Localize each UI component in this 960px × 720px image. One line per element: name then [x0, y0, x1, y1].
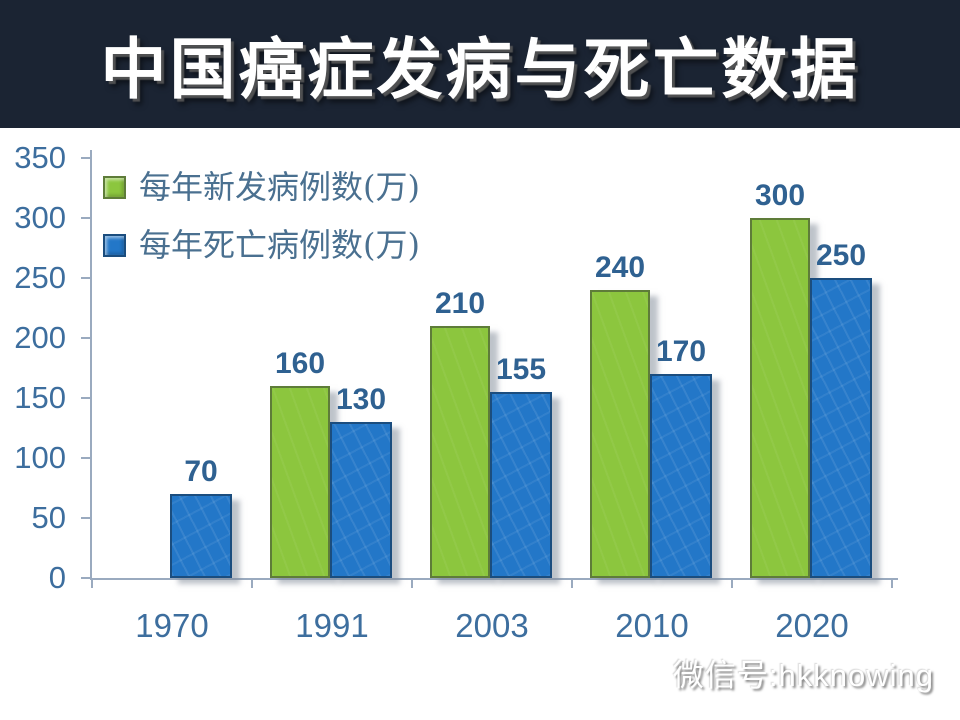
y-tick-label: 0	[48, 560, 66, 595]
bar-new-cases	[590, 290, 650, 578]
y-tick-label: 100	[14, 440, 66, 475]
bar-value-label: 300	[754, 179, 806, 212]
bar-chart: 0 50 100 150 200 250 300 350 1970 70 1991 160 130 200…	[0, 128, 960, 720]
title-band: 中国癌症发病与死亡数据	[0, 0, 960, 128]
x-tick	[571, 580, 573, 588]
bar-value-label: 170	[655, 335, 707, 368]
x-tick	[891, 580, 893, 588]
bar-new-cases	[270, 386, 330, 578]
x-tick	[251, 580, 253, 588]
bar-deaths	[490, 392, 552, 578]
y-tick	[81, 217, 90, 219]
legend-item-new-cases: 每年新发病例数(万)	[103, 170, 420, 204]
y-tick	[81, 157, 90, 159]
y-tick	[81, 397, 90, 399]
legend: 每年新发病例数(万) 每年死亡病例数(万)	[103, 170, 420, 262]
x-axis-label: 1970	[135, 607, 209, 644]
bar-value-label: 160	[274, 347, 326, 380]
blue-square-icon	[103, 233, 126, 257]
x-tick	[411, 580, 413, 588]
bar-value-label: 210	[434, 287, 486, 320]
y-tick	[81, 277, 90, 279]
y-tick-label: 250	[14, 260, 66, 295]
watermark-wechat-id: 微信号:hkknowing	[672, 658, 934, 693]
bar-deaths	[650, 374, 712, 578]
bar-deaths	[170, 494, 232, 578]
y-tick-label: 150	[14, 380, 66, 415]
y-axis-line	[90, 150, 92, 580]
x-axis-label: 2020	[775, 607, 849, 644]
bar-value-label: 70	[184, 455, 218, 488]
bar-value-label: 130	[335, 383, 387, 416]
y-tick-label: 350	[14, 140, 66, 175]
x-axis-label: 2010	[615, 607, 689, 644]
page-title: 中国癌症发病与死亡数据	[100, 32, 860, 106]
bar-new-cases	[750, 218, 810, 578]
x-axis-line	[90, 578, 898, 580]
bar-value-label: 250	[815, 239, 867, 272]
bar-value-label: 240	[594, 251, 646, 284]
x-axis-label: 1991	[295, 607, 369, 644]
bar-value-label: 155	[495, 353, 547, 386]
legend-label-deaths: 每年死亡病例数(万)	[139, 226, 420, 264]
x-axis-label: 2003	[455, 607, 529, 644]
y-tick	[81, 457, 90, 459]
green-square-icon	[103, 175, 126, 199]
y-tick-label: 300	[14, 200, 66, 235]
y-tick	[81, 517, 90, 519]
y-tick	[81, 337, 90, 339]
y-tick-label: 50	[31, 500, 66, 535]
legend-label-new-cases: 每年新发病例数(万)	[139, 168, 420, 206]
y-tick-label: 200	[14, 320, 66, 355]
y-tick	[81, 577, 90, 579]
legend-item-deaths: 每年死亡病例数(万)	[103, 228, 420, 262]
bar-deaths	[810, 278, 872, 578]
bar-deaths	[330, 422, 392, 578]
bar-new-cases	[430, 326, 490, 578]
x-tick	[731, 580, 733, 588]
x-tick	[91, 580, 93, 588]
